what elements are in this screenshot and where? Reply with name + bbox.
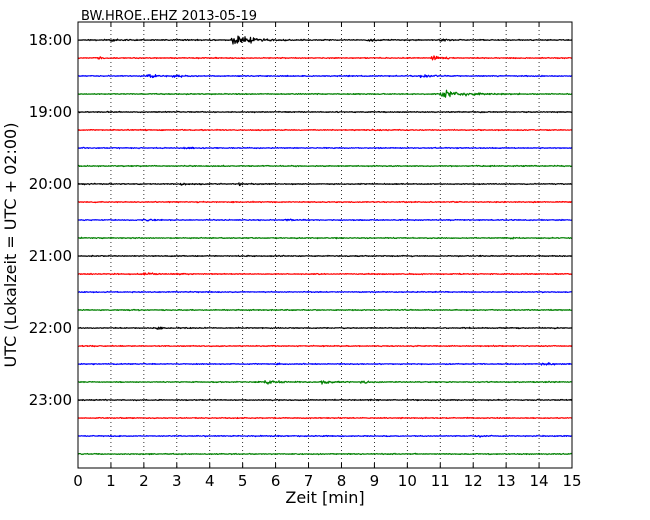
x-tick-label: 15 — [562, 472, 581, 490]
x-tick-label: 10 — [398, 472, 417, 490]
x-tick-label: 0 — [73, 472, 83, 490]
x-tick-label: 7 — [304, 472, 314, 490]
axis-ticks: 0 1 2 3 4 5 6 7 8 9 10 11 12 13 14 1518:0019:0020:0021:… — [29, 22, 582, 490]
seismic-trace — [77, 452, 573, 456]
seismic-trace — [77, 434, 573, 438]
seismic-trace — [77, 398, 573, 402]
seismic-traces — [77, 35, 573, 456]
seismic-trace — [77, 110, 573, 114]
y-tick-label: 23:00 — [29, 391, 72, 409]
seismic-trace — [77, 236, 573, 240]
seismic-trace — [77, 55, 573, 61]
seismic-trace — [77, 128, 573, 132]
grid-lines — [110, 22, 540, 468]
y-tick-label: 22:00 — [29, 319, 72, 337]
seismic-trace — [77, 146, 573, 150]
x-tick-label: 13 — [497, 472, 516, 490]
chart-title: BW.HROE..EHZ 2013-05-19 — [81, 9, 257, 24]
x-tick-label: 8 — [337, 472, 347, 490]
y-tick-label: 21:00 — [29, 247, 72, 265]
seismic-trace — [77, 73, 573, 79]
seismic-trace — [77, 362, 573, 366]
seismic-trace — [77, 254, 573, 258]
x-tick-label: 9 — [370, 472, 380, 490]
seismic-trace — [77, 416, 573, 420]
y-tick-label: 20:00 — [29, 175, 72, 193]
seismic-trace — [77, 308, 573, 312]
x-tick-label: 2 — [139, 472, 149, 490]
plot-frame — [77, 21, 573, 469]
x-tick-label: 5 — [238, 472, 248, 490]
seismic-trace — [77, 344, 573, 348]
x-tick-label: 11 — [431, 472, 450, 490]
seismic-trace — [77, 272, 573, 276]
y-tick-label: 19:00 — [29, 103, 72, 121]
x-tick-label: 12 — [464, 472, 483, 490]
x-axis-label: Zeit [min] — [285, 488, 364, 507]
seismic-trace — [77, 200, 573, 204]
x-tick-label: 1 — [106, 472, 116, 490]
y-tick-label: 18:00 — [29, 31, 72, 49]
seismic-trace — [77, 218, 573, 222]
seismic-trace — [77, 290, 573, 294]
x-tick-label: 6 — [271, 472, 281, 490]
seismic-trace — [77, 35, 573, 45]
seismic-trace — [77, 380, 573, 385]
x-tick-label: 14 — [530, 472, 549, 490]
x-tick-label: 3 — [172, 472, 182, 490]
x-tick-label: 4 — [205, 472, 215, 490]
seismic-trace — [77, 326, 573, 330]
seismic-trace — [77, 164, 573, 168]
seismic-trace — [77, 89, 573, 98]
y-axis-label: UTC (Lokalzeit = UTC + 02:00) — [1, 123, 20, 368]
seismic-trace — [77, 182, 573, 187]
